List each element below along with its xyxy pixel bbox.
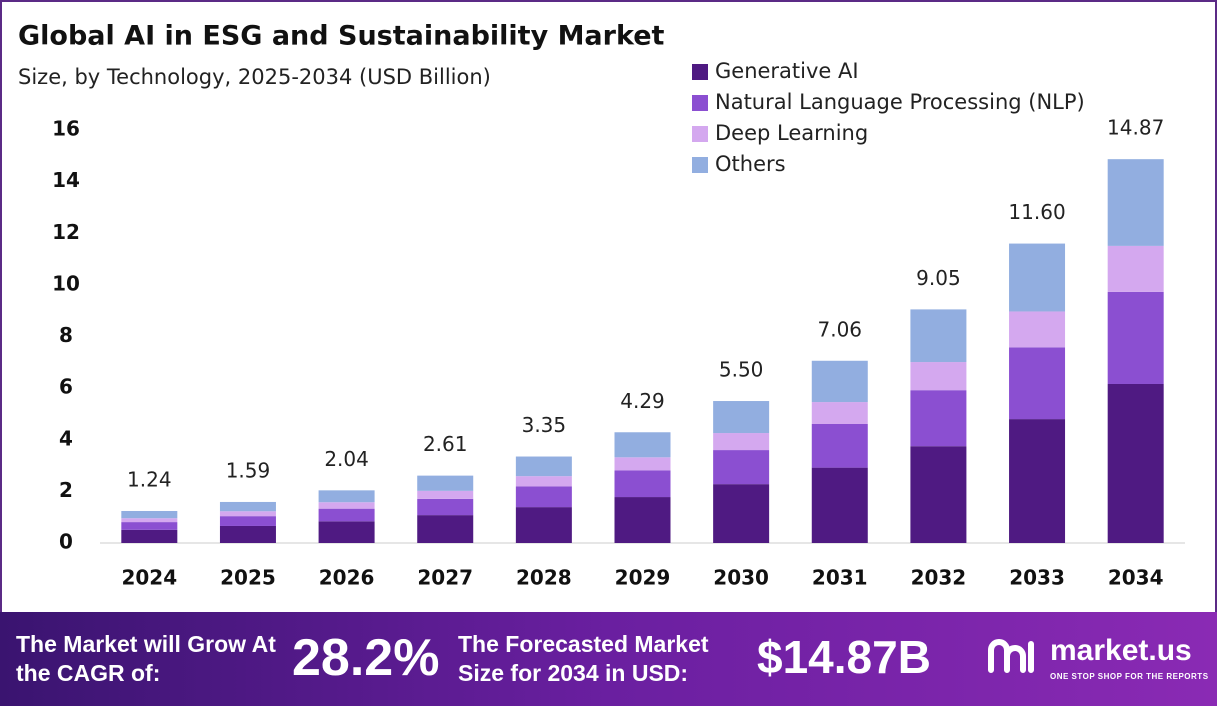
y-tick-label: 0	[59, 530, 73, 554]
bar-segment	[219, 501, 276, 512]
bar-segment	[614, 457, 671, 471]
bar-segment	[811, 360, 868, 403]
bar-segment	[318, 508, 375, 522]
bar-segment	[713, 433, 770, 451]
bar-segment	[121, 518, 178, 523]
x-tick-label: 2025	[220, 566, 276, 590]
x-tick-label: 2024	[121, 566, 177, 590]
bar-segment	[219, 525, 276, 543]
bar-segment	[515, 476, 572, 487]
bar-segment	[318, 490, 375, 503]
bar-segment	[614, 470, 671, 498]
bar-segment	[1107, 383, 1164, 543]
total-label: 7.06	[818, 317, 863, 341]
bar-segment	[614, 432, 671, 458]
x-tick-label: 2033	[1009, 566, 1065, 590]
total-label: 1.24	[127, 467, 172, 491]
total-label: 5.50	[719, 358, 764, 382]
bar-segment	[1107, 159, 1164, 246]
x-tick-label: 2034	[1108, 566, 1164, 590]
brand-logo	[988, 639, 1034, 673]
bar-segment	[318, 521, 375, 543]
bar-segment	[515, 507, 572, 543]
bar-segment	[121, 529, 178, 543]
y-tick-label: 16	[52, 117, 80, 141]
total-label: 1.59	[226, 458, 271, 482]
y-tick-label: 6	[59, 375, 73, 399]
legend-label: Deep Learning	[715, 121, 868, 145]
chart-subtitle: Size, by Technology, 2025-2034 (USD Bill…	[18, 65, 491, 89]
y-tick-label: 2	[59, 478, 73, 502]
y-tick-label: 8	[59, 323, 73, 347]
brand-tagline: ONE STOP SHOP FOR THE REPORTS	[1050, 672, 1209, 681]
x-tick-label: 2028	[516, 566, 572, 590]
bar-segment	[811, 467, 868, 543]
y-tick-label: 4	[59, 426, 73, 450]
legend-label: Natural Language Processing (NLP)	[715, 90, 1085, 114]
bar-segment	[614, 497, 671, 543]
bar-segment	[515, 486, 572, 508]
bar-segment	[219, 516, 276, 526]
total-label: 14.87	[1107, 116, 1164, 140]
bar-segment	[1009, 419, 1066, 543]
forecast-label: The Forecasted Market Size for 2034 in U…	[458, 631, 709, 686]
legend-swatch	[692, 157, 708, 173]
total-label: 11.60	[1008, 200, 1065, 224]
total-label: 4.29	[620, 389, 665, 413]
footer-banner: The Market will Grow At the CAGR of: 28.…	[0, 612, 1217, 706]
bar-segment	[318, 502, 375, 509]
bar-segment	[910, 362, 967, 391]
total-label: 9.05	[916, 266, 961, 290]
bar-segment	[417, 475, 474, 491]
legend-swatch	[692, 64, 708, 80]
bar-segment	[1107, 245, 1164, 292]
bar-segment	[417, 490, 474, 499]
legend-label: Generative AI	[715, 59, 859, 83]
bar-segment	[417, 498, 474, 516]
total-label: 2.04	[324, 447, 369, 471]
cagr-label: The Market will Grow At the CAGR of:	[16, 631, 276, 686]
brand-name: market.us	[1050, 634, 1192, 667]
legend-label: Others	[715, 152, 786, 176]
x-tick-label: 2032	[911, 566, 967, 590]
bar-segment	[219, 511, 276, 517]
bar-segment	[1009, 347, 1066, 420]
x-tick-label: 2026	[319, 566, 375, 590]
bar-segment	[811, 402, 868, 425]
bar-segment	[417, 515, 474, 543]
bar-segment	[121, 522, 178, 530]
bar-segment	[713, 401, 770, 434]
bar-segment	[713, 450, 770, 485]
x-tick-label: 2031	[812, 566, 868, 590]
total-label: 2.61	[423, 432, 468, 456]
bar-segment	[515, 456, 572, 477]
forecast-value: $14.87B	[757, 631, 931, 683]
legend-swatch	[692, 95, 708, 111]
y-tick-label: 14	[52, 168, 80, 192]
bar-segment	[713, 484, 770, 543]
bar-segment	[1009, 311, 1066, 348]
bar-segment	[910, 390, 967, 447]
x-tick-label: 2030	[713, 566, 769, 590]
y-tick-label: 10	[52, 271, 80, 295]
cagr-value: 28.2%	[292, 629, 440, 687]
chart-title: Global AI in ESG and Sustainability Mark…	[18, 21, 665, 52]
x-tick-label: 2027	[417, 566, 473, 590]
y-tick-label: 12	[52, 220, 80, 244]
bar-segment	[1009, 243, 1066, 312]
bar-segment	[1107, 291, 1164, 384]
total-label: 3.35	[522, 413, 567, 437]
bar-segment	[811, 424, 868, 468]
bar-segment	[121, 510, 178, 519]
x-tick-label: 2029	[615, 566, 671, 590]
chart: Global AI in ESG and Sustainability Mark…	[0, 0, 1217, 642]
bar-segment	[910, 446, 967, 543]
legend-swatch	[692, 126, 708, 142]
bar-segment	[910, 309, 967, 363]
